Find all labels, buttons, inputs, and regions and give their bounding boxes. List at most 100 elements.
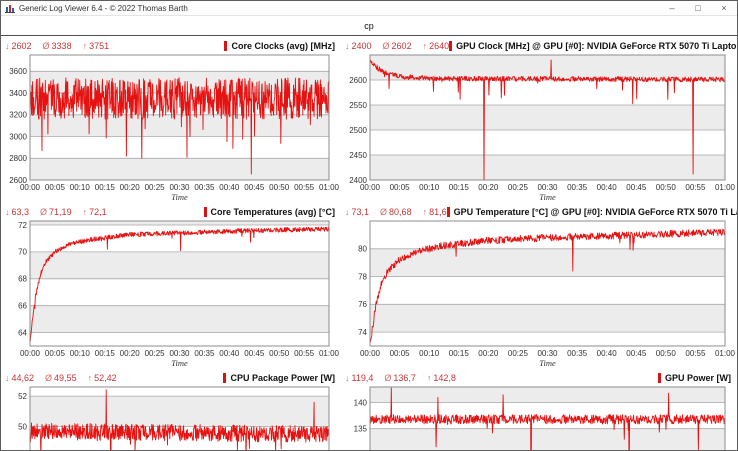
chart-plot-core-clocks[interactable]: 2600 2800 3000 3200 3400 3600 00:00 00:05 00:10 0… [5, 52, 340, 202]
avg-icon: Ø [40, 206, 48, 217]
svg-text:00:30: 00:30 [169, 349, 190, 358]
svg-text:00:25: 00:25 [508, 183, 529, 192]
panel-stats: ↓ 2400 Ø 2602 ↑ 2640 [345, 41, 449, 51]
avg-icon: Ø [382, 40, 390, 51]
svg-text:Time: Time [539, 192, 556, 202]
svg-text:00:10: 00:10 [419, 349, 440, 358]
svg-text:00:35: 00:35 [567, 183, 588, 192]
svg-text:2600: 2600 [9, 176, 27, 185]
app-icon [5, 3, 15, 13]
svg-text:3400: 3400 [9, 89, 27, 98]
svg-text:Time: Time [171, 192, 188, 202]
svg-text:135: 135 [354, 425, 368, 434]
stat-avg-value: 2602 [391, 40, 412, 51]
title-accent-bar [446, 206, 450, 217]
chart-title: Core Temperatures (avg) [°C] [210, 206, 335, 217]
title-accent-bar [223, 372, 227, 383]
svg-text:00:45: 00:45 [626, 349, 647, 358]
svg-text:50: 50 [18, 422, 27, 431]
stat-max-value: 72,1 [89, 206, 107, 217]
chart-plot-gpu-power[interactable]: 12012513013514000:0000:0500:1000:1500:20… [345, 384, 735, 450]
svg-text:2500: 2500 [349, 126, 367, 135]
svg-text:76: 76 [358, 300, 367, 309]
page-title-text: cp [364, 20, 374, 31]
svg-text:00:35: 00:35 [194, 349, 215, 358]
svg-text:70: 70 [18, 248, 27, 257]
svg-text:00:45: 00:45 [626, 183, 647, 192]
minimize-button[interactable]: – [669, 3, 675, 13]
maximize-button[interactable]: □ [695, 3, 701, 13]
chart-plot-core-temps[interactable]: 64 66 68 70 72 00:00 00:05 00:10 00:15 00:20 00:25… [5, 218, 340, 368]
panel-header: ↓ 44,62 Ø 49,55 ↑ 52,42 CPU Package Power [… [5, 371, 339, 384]
svg-text:01:00: 01:00 [715, 349, 736, 358]
title-accent-bar [203, 206, 207, 217]
svg-text:2550: 2550 [349, 101, 367, 110]
stat-max-value: 142,8 [433, 372, 456, 383]
avg-icon: Ø [384, 372, 392, 383]
min-arrow-icon: ↓ [5, 206, 10, 217]
svg-text:00:50: 00:50 [269, 349, 290, 358]
chart-title: Core Clocks (avg) [MHz] [231, 40, 335, 51]
svg-text:74: 74 [358, 328, 367, 337]
min-arrow-icon: ↓ [5, 40, 10, 51]
svg-text:3600: 3600 [9, 67, 27, 76]
svg-text:68: 68 [18, 275, 27, 284]
svg-text:00:00: 00:00 [20, 349, 41, 358]
chart-title: GPU Clock [MHz] @ GPU [#0]: NVIDIA GeFor… [456, 40, 737, 51]
avg-icon: Ø [42, 40, 50, 51]
chart-title: GPU Power [W] [664, 372, 731, 383]
stat-min-value: 44,62 [11, 372, 35, 383]
panel-core-temps: ↓ 63,3 Ø 71,19 ↑ 72,1 Core Temperatures (av… [1, 202, 341, 368]
svg-text:00:55: 00:55 [685, 183, 706, 192]
chart-plot-cpu-power[interactable]: 4648505200:0000:0500:1000:1500:2000:2500… [5, 384, 339, 450]
chart-plot-gpu-clock[interactable]: 2400 2450 2500 2550 2600 00:00 00:05 00:10 00:15… [345, 52, 736, 202]
svg-text:00:55: 00:55 [685, 349, 706, 358]
chart-plot-gpu-temp[interactable]: 74 76 78 80 00:00 00:05 00:10 00:15 00:20 00:25 00… [345, 218, 736, 368]
stat-avg-value: 136,7 [393, 372, 416, 383]
stat-avg-value: 80,68 [389, 206, 412, 217]
svg-text:3200: 3200 [9, 111, 27, 120]
svg-text:00:25: 00:25 [508, 349, 529, 358]
svg-text:2800: 2800 [9, 154, 27, 163]
svg-text:00:05: 00:05 [45, 183, 66, 192]
svg-text:01:00: 01:00 [319, 349, 340, 358]
svg-text:00:05: 00:05 [45, 349, 66, 358]
min-arrow-icon: ↓ [345, 206, 350, 217]
page-title: cp [1, 16, 737, 36]
chart-title: CPU Package Power [W] [230, 372, 335, 383]
svg-text:Time: Time [171, 358, 188, 368]
min-arrow-icon: ↓ [345, 372, 350, 383]
svg-text:01:00: 01:00 [715, 183, 736, 192]
svg-text:00:40: 00:40 [597, 349, 618, 358]
svg-text:01:00: 01:00 [319, 183, 340, 192]
stat-min-value: 73,1 [351, 206, 370, 217]
svg-text:2450: 2450 [349, 151, 367, 160]
svg-text:64: 64 [18, 328, 27, 337]
svg-text:00:30: 00:30 [537, 349, 558, 358]
svg-text:00:55: 00:55 [294, 349, 315, 358]
window-title: Generic Log Viewer 6.4 - © 2022 Thomas B… [19, 3, 188, 13]
svg-text:00:05: 00:05 [390, 349, 411, 358]
svg-text:00:10: 00:10 [419, 183, 440, 192]
svg-text:80: 80 [358, 245, 367, 254]
title-accent-bar [657, 372, 661, 383]
svg-text:52: 52 [18, 392, 27, 401]
svg-text:140: 140 [354, 398, 368, 407]
min-arrow-icon: ↓ [345, 40, 350, 51]
max-arrow-icon: ↑ [426, 372, 432, 383]
title-accent-bar [224, 40, 228, 51]
svg-text:00:25: 00:25 [145, 183, 166, 192]
max-arrow-icon: ↑ [422, 206, 428, 217]
svg-text:00:05: 00:05 [390, 183, 411, 192]
avg-icon: Ø [45, 372, 53, 383]
svg-text:00:25: 00:25 [145, 349, 166, 358]
stat-max-value: 52,42 [94, 372, 117, 383]
chart-title: GPU Temperature [°C] @ GPU [#0]: NVIDIA … [453, 206, 737, 217]
stat-max-value: 81,6 [429, 206, 447, 217]
svg-text:00:20: 00:20 [478, 349, 499, 358]
close-button[interactable]: × [721, 3, 727, 13]
svg-text:00:20: 00:20 [478, 183, 499, 192]
svg-text:00:15: 00:15 [449, 183, 470, 192]
svg-text:00:15: 00:15 [449, 349, 470, 358]
